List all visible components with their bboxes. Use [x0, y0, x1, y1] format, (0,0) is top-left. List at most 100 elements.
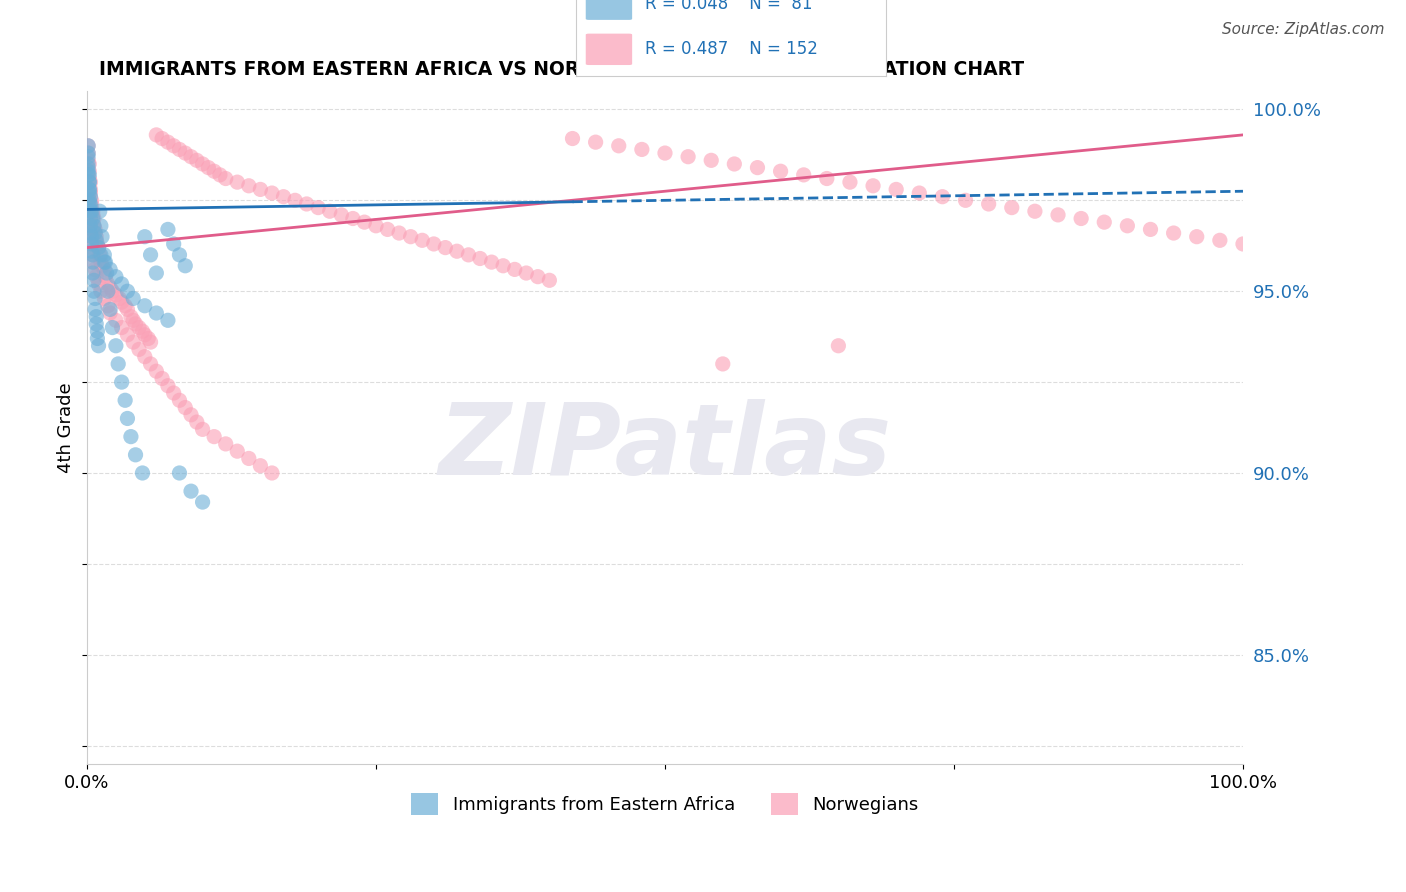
Norwegians	[84, 229, 107, 244]
Immigrants from Eastern Africa	[191, 495, 214, 509]
Norwegians	[238, 451, 260, 466]
Immigrants from Eastern Africa	[114, 393, 136, 408]
Norwegians	[793, 168, 815, 182]
Norwegians	[700, 153, 723, 168]
Norwegians	[208, 168, 231, 182]
Norwegians	[86, 236, 108, 251]
Norwegians	[120, 310, 142, 324]
Norwegians	[84, 262, 107, 277]
Norwegians	[134, 327, 156, 342]
Immigrants from Eastern Africa	[79, 175, 101, 189]
Norwegians	[79, 175, 101, 189]
Immigrants from Eastern Africa	[96, 266, 118, 280]
Norwegians	[1001, 201, 1024, 215]
Norwegians	[260, 466, 283, 480]
Norwegians	[174, 146, 197, 161]
Norwegians	[1163, 226, 1185, 240]
Immigrants from Eastern Africa	[180, 484, 202, 499]
Norwegians	[238, 178, 260, 193]
Norwegians	[163, 386, 186, 401]
Norwegians	[98, 306, 121, 320]
Norwegians	[169, 143, 191, 157]
Norwegians	[249, 458, 271, 473]
Y-axis label: 4th Grade: 4th Grade	[58, 383, 75, 473]
Norwegians	[77, 146, 100, 161]
Norwegians	[538, 273, 561, 287]
Norwegians	[79, 211, 101, 226]
Norwegians	[515, 266, 537, 280]
Norwegians	[104, 313, 127, 327]
Norwegians	[1047, 208, 1070, 222]
Immigrants from Eastern Africa	[117, 284, 139, 298]
Norwegians	[215, 171, 238, 186]
Norwegians	[77, 153, 100, 168]
Norwegians	[197, 161, 219, 175]
Immigrants from Eastern Africa	[97, 284, 120, 298]
Immigrants from Eastern Africa	[122, 292, 145, 306]
Norwegians	[388, 226, 411, 240]
Norwegians	[80, 197, 103, 211]
Immigrants from Eastern Africa	[86, 331, 108, 345]
Norwegians	[150, 371, 173, 385]
Norwegians	[111, 320, 134, 334]
Norwegians	[108, 292, 131, 306]
Norwegians	[260, 186, 283, 200]
Norwegians	[1232, 236, 1254, 251]
Norwegians	[654, 146, 676, 161]
Text: IMMIGRANTS FROM EASTERN AFRICA VS NORWEGIAN 4TH GRADE CORRELATION CHART: IMMIGRANTS FROM EASTERN AFRICA VS NORWEG…	[98, 60, 1024, 78]
Immigrants from Eastern Africa	[93, 248, 115, 262]
Norwegians	[77, 194, 100, 208]
Immigrants from Eastern Africa	[84, 226, 107, 240]
Norwegians	[163, 138, 186, 153]
Norwegians	[307, 201, 329, 215]
Norwegians	[97, 277, 120, 291]
Immigrants from Eastern Africa	[86, 324, 108, 338]
Norwegians	[1116, 219, 1139, 233]
Norwegians	[585, 135, 607, 149]
Norwegians	[87, 241, 110, 255]
Norwegians	[84, 226, 107, 240]
Norwegians	[1139, 222, 1161, 236]
Immigrants from Eastern Africa	[84, 317, 107, 331]
Norwegians	[79, 164, 101, 178]
Norwegians	[1070, 211, 1092, 226]
Immigrants from Eastern Africa	[156, 222, 179, 236]
Norwegians	[977, 197, 1000, 211]
Immigrants from Eastern Africa	[174, 259, 197, 273]
Norwegians	[330, 208, 353, 222]
Norwegians	[79, 226, 101, 240]
Immigrants from Eastern Africa	[84, 310, 107, 324]
Norwegians	[364, 219, 387, 233]
Immigrants from Eastern Africa	[91, 229, 114, 244]
Norwegians	[145, 364, 167, 378]
Immigrants from Eastern Africa	[77, 146, 100, 161]
Immigrants from Eastern Africa	[93, 255, 115, 269]
Immigrants from Eastern Africa	[79, 197, 101, 211]
Immigrants from Eastern Africa	[77, 168, 100, 182]
Norwegians	[89, 248, 111, 262]
Immigrants from Eastern Africa	[98, 302, 121, 317]
Norwegians	[79, 219, 101, 233]
Norwegians	[377, 222, 399, 236]
Immigrants from Eastern Africa	[77, 138, 100, 153]
Immigrants from Eastern Africa	[79, 182, 101, 196]
Immigrants from Eastern Africa	[145, 266, 167, 280]
Immigrants from Eastern Africa	[104, 269, 127, 284]
Norwegians	[139, 335, 162, 350]
Norwegians	[79, 157, 101, 171]
Text: Source: ZipAtlas.com: Source: ZipAtlas.com	[1222, 22, 1385, 37]
Norwegians	[82, 204, 104, 219]
Text: R = 0.048    N =  81: R = 0.048 N = 81	[644, 0, 813, 13]
Norwegians	[82, 208, 104, 222]
Immigrants from Eastern Africa	[169, 466, 191, 480]
Immigrants from Eastern Africa	[77, 164, 100, 178]
Norwegians	[174, 401, 197, 415]
Norwegians	[122, 313, 145, 327]
Immigrants from Eastern Africa	[169, 248, 191, 262]
Norwegians	[468, 252, 491, 266]
Norwegians	[84, 222, 107, 236]
Norwegians	[186, 415, 208, 429]
Norwegians	[446, 244, 468, 259]
Immigrants from Eastern Africa	[131, 466, 153, 480]
Norwegians	[1092, 215, 1115, 229]
